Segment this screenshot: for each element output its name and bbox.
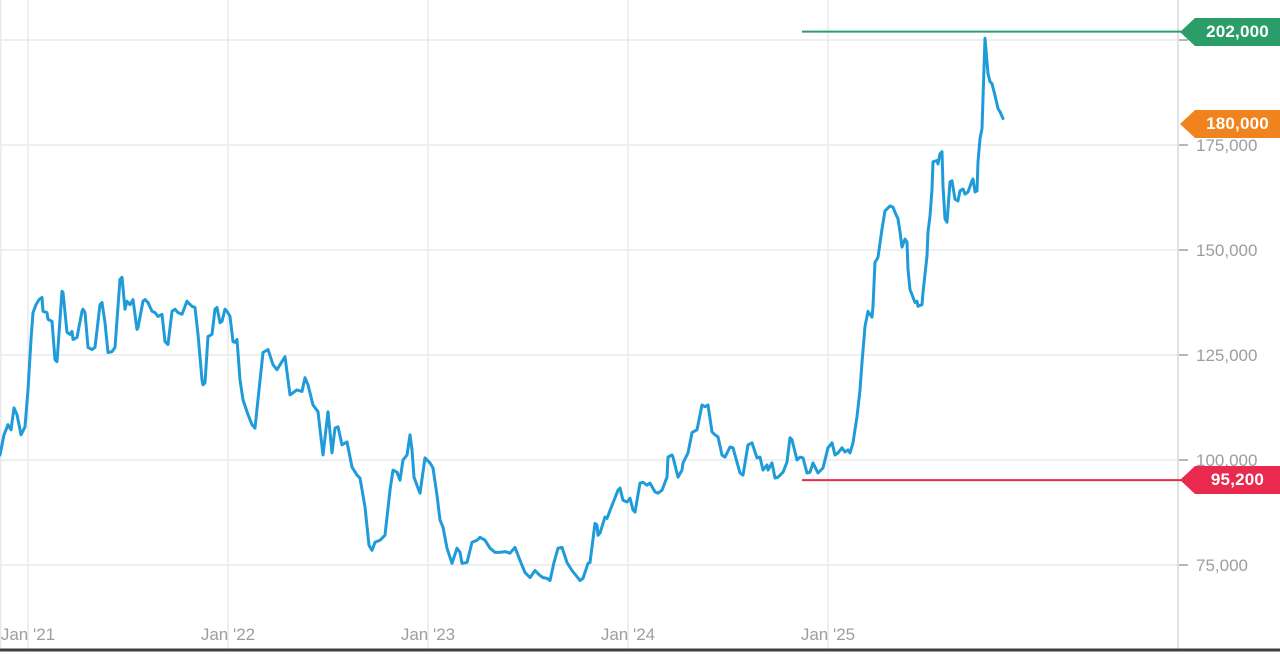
high-price-label: 202,000	[1206, 22, 1269, 41]
price-line-series	[0, 36, 1005, 582]
x-tick-label: Jan '22	[201, 625, 255, 644]
x-tick-label: Jan '25	[801, 625, 855, 644]
plot-borders	[0, 0, 1179, 650]
current-price-badge: 180,000	[1180, 110, 1280, 138]
x-tick-label: Jan '23	[401, 625, 455, 644]
low-price-badge: 95,200	[1180, 466, 1280, 494]
y-tick-label: 125,000	[1196, 346, 1257, 365]
low-price-label: 95,200	[1210, 470, 1265, 489]
x-axis-labels: Jan '21 Jan '22 Jan '23 Jan '24 Jan '25	[1, 625, 855, 644]
current-price-label: 180,000	[1206, 114, 1269, 133]
x-tick-label: Jan '24	[601, 625, 655, 644]
y-tick-label: 75,000	[1196, 556, 1248, 575]
y-tick-label: 100,000	[1196, 451, 1257, 470]
y-axis-labels: 75,000 100,000 125,000 150,000 175,000	[1179, 39, 1257, 575]
gridlines	[0, 0, 1178, 650]
level-lines	[802, 30, 1181, 482]
y-tick-label: 175,000	[1196, 136, 1257, 155]
high-price-badge: 202,000	[1180, 18, 1280, 46]
x-tick-label: Jan '21	[1, 625, 55, 644]
y-tick-label: 150,000	[1196, 241, 1257, 260]
